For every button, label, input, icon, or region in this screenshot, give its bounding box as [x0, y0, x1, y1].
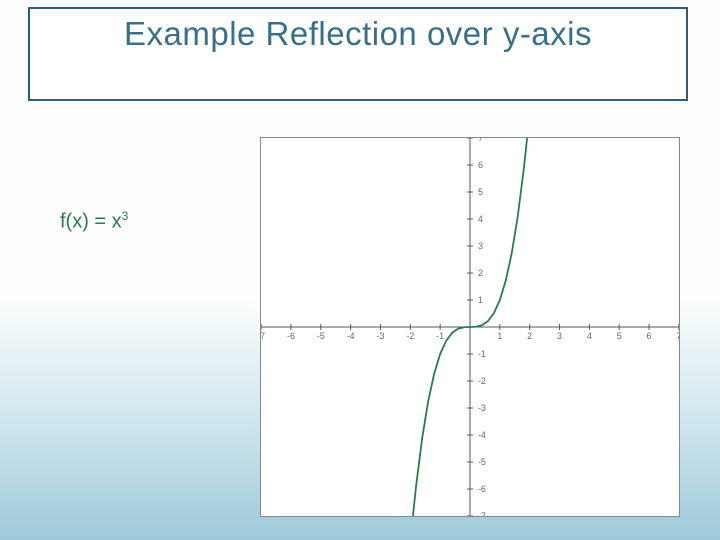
- svg-text:5: 5: [617, 331, 622, 341]
- equation-primary-prefix: f(x) = x: [60, 211, 122, 233]
- svg-text:-6: -6: [287, 331, 295, 341]
- svg-text:-7: -7: [261, 331, 265, 341]
- svg-text:7: 7: [676, 331, 679, 341]
- svg-text:2: 2: [478, 268, 483, 278]
- svg-text:7: 7: [478, 138, 483, 143]
- svg-text:-1: -1: [436, 331, 444, 341]
- svg-text:2: 2: [527, 331, 532, 341]
- svg-text:-2: -2: [478, 376, 486, 386]
- svg-text:-3: -3: [478, 403, 486, 413]
- svg-text:-3: -3: [376, 331, 384, 341]
- svg-text:4: 4: [587, 331, 592, 341]
- chart-container: -7 -6 -5 -4 -3 -2 -1 1 2 3 4 5 6 7 7 6 5 4 3 2 1 -1 -2 -3 -4 -5 -6…: [260, 137, 680, 517]
- svg-text:-5: -5: [478, 457, 486, 467]
- svg-text:-1: -1: [478, 349, 486, 359]
- page-title: Example Reflection over y-axis: [124, 15, 592, 53]
- svg-text:6: 6: [478, 160, 483, 170]
- title-box: Example Reflection over y-axis: [28, 7, 688, 101]
- equation-primary-exponent: 3: [122, 209, 129, 223]
- svg-text:6: 6: [647, 331, 652, 341]
- svg-text:-2: -2: [406, 331, 414, 341]
- equation-primary: f(x) = x3: [60, 209, 128, 234]
- svg-text:-4: -4: [347, 331, 355, 341]
- svg-text:3: 3: [557, 331, 562, 341]
- svg-text:-5: -5: [317, 331, 325, 341]
- svg-text:1: 1: [478, 295, 483, 305]
- cubic-function-chart: -7 -6 -5 -4 -3 -2 -1 1 2 3 4 5 6 7 7 6 5 4 3 2 1 -1 -2 -3 -4 -5 -6…: [261, 138, 679, 516]
- svg-text:5: 5: [478, 187, 483, 197]
- svg-text:-7: -7: [478, 511, 486, 516]
- svg-text:-6: -6: [478, 484, 486, 494]
- svg-text:-4: -4: [478, 430, 486, 440]
- svg-text:1: 1: [497, 331, 502, 341]
- svg-text:4: 4: [478, 214, 483, 224]
- svg-text:3: 3: [478, 241, 483, 251]
